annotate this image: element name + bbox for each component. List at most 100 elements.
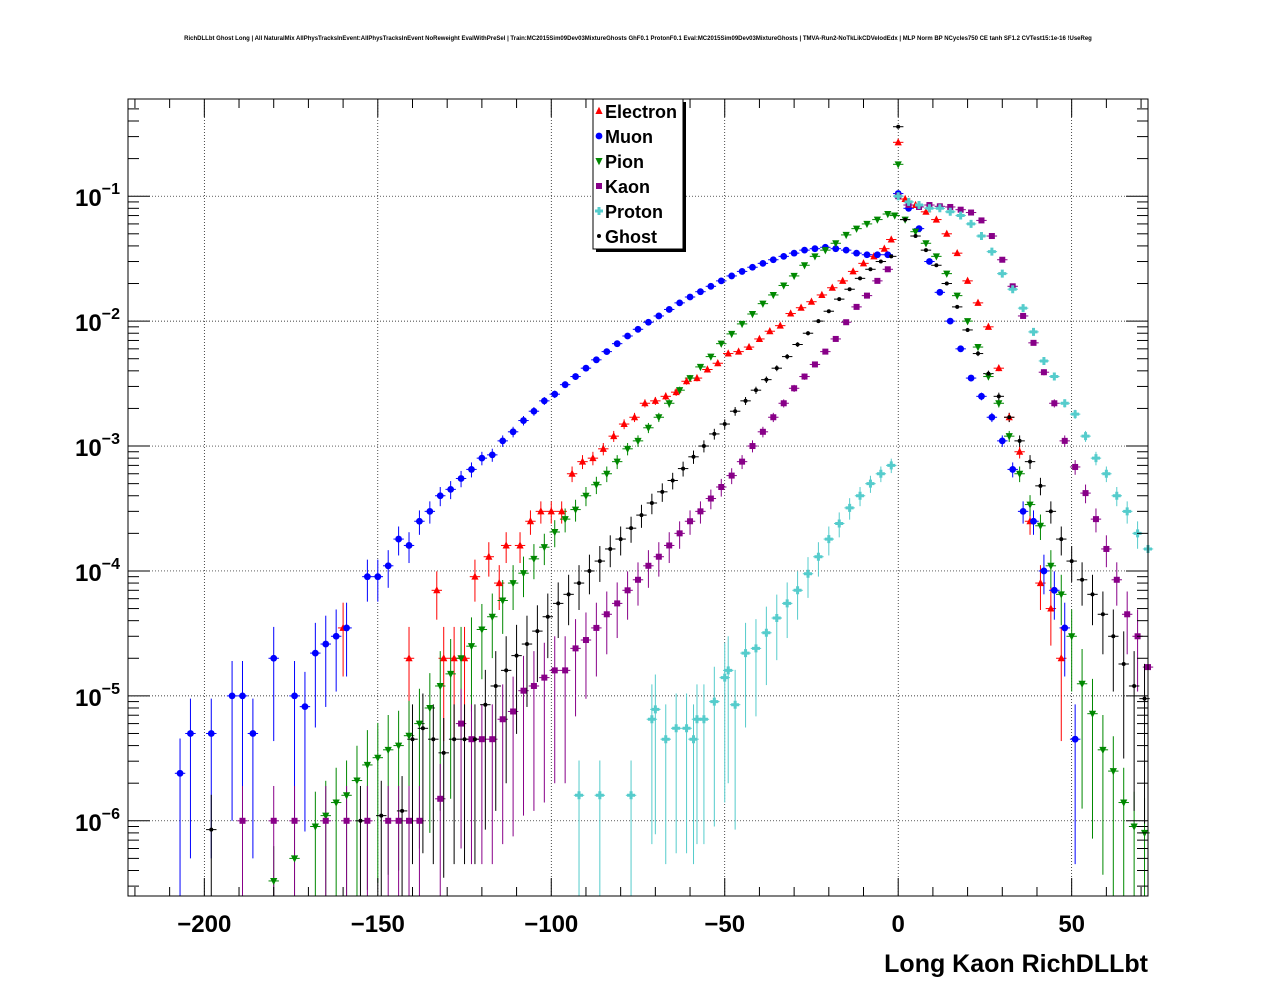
proton-point [845, 503, 854, 512]
muon-point [728, 272, 736, 280]
proton-point [731, 700, 740, 709]
ghost-point [934, 263, 939, 268]
pion-point [738, 320, 746, 329]
ghost-point [587, 568, 592, 573]
ghost-point [923, 248, 928, 253]
legend-box [592, 98, 684, 250]
pion-point [384, 746, 392, 755]
pion-point [1036, 522, 1045, 530]
pion-point [561, 516, 569, 524]
muon-point [936, 288, 944, 296]
kaon-point [874, 277, 881, 284]
ghost-point [483, 702, 488, 707]
kaon-point [718, 484, 725, 491]
pion-point [995, 400, 1003, 408]
kaon-point [1030, 339, 1037, 346]
muon-point [759, 259, 767, 267]
pion-point [415, 720, 424, 728]
electron-point [766, 327, 774, 335]
kaon-point [322, 817, 329, 824]
pion-point [800, 262, 809, 270]
ghost-point [441, 750, 446, 755]
pion-point [603, 470, 611, 478]
muon-point [1061, 624, 1069, 632]
kaon-point [822, 348, 829, 355]
electron-point [1016, 447, 1024, 455]
ghost-point [400, 808, 405, 813]
kaon-point [863, 292, 870, 299]
proton-point [856, 491, 865, 500]
electron-point [682, 377, 691, 385]
pion-point [551, 529, 559, 537]
kaon-legend-marker [596, 183, 602, 189]
pion-point [894, 161, 902, 169]
kaon-point [541, 674, 548, 681]
electron-point [880, 244, 888, 252]
muon-point [207, 730, 215, 737]
muon-point [697, 288, 704, 296]
proton-point [647, 715, 656, 724]
muon-point [572, 373, 579, 380]
pion-point [582, 492, 590, 500]
proton-point [1019, 304, 1028, 313]
ghost-point [896, 124, 901, 129]
electron-point [963, 276, 972, 284]
ghost-point [1100, 612, 1105, 617]
electron-point [460, 654, 469, 662]
proton-point [692, 715, 701, 724]
electron-point [630, 413, 639, 421]
electron-point [755, 334, 764, 342]
electron-point [703, 365, 711, 373]
kaon-point [697, 508, 704, 515]
kaon-point [1040, 369, 1047, 376]
kaon-point [291, 817, 298, 824]
ghost-point [1090, 592, 1095, 597]
muon-point [967, 374, 975, 382]
ghost-point [629, 526, 634, 531]
y-tick-label: 10−5 [75, 681, 120, 712]
muon-point [998, 437, 1006, 445]
ghost-point [955, 304, 960, 309]
ghost-point [452, 737, 457, 742]
ghost-point [608, 546, 613, 551]
kaon-point [687, 518, 694, 525]
kaon-point [395, 817, 402, 824]
ghost-point [1028, 459, 1033, 464]
ghost-point [1048, 509, 1053, 514]
pion-point [457, 655, 465, 663]
ghost-point [1111, 634, 1116, 639]
muon-point [384, 562, 392, 570]
muon-point [468, 466, 475, 473]
muon-point [311, 649, 319, 657]
proton-point [672, 724, 681, 733]
ghost-point [209, 827, 214, 832]
ghost-point [944, 281, 949, 286]
pion-point [1005, 433, 1013, 441]
pion-point [509, 580, 517, 588]
pion-point [963, 318, 972, 326]
pion-point [953, 292, 961, 300]
ghost-point [577, 581, 582, 586]
ghost-point [847, 287, 852, 292]
muon-point [603, 348, 611, 356]
pion-point [290, 855, 299, 863]
proton-point [710, 697, 719, 706]
kaon-point [645, 562, 652, 569]
kaon-point [853, 303, 860, 310]
pion-point [363, 761, 371, 770]
muon-point [988, 413, 996, 421]
ghost-point [1080, 577, 1085, 582]
pion-point [911, 228, 920, 236]
muon-point [228, 692, 236, 700]
muon-point [1050, 586, 1058, 594]
electron-point [894, 138, 902, 146]
pion-point [842, 231, 850, 240]
electron-point [887, 235, 895, 243]
pion-point [623, 445, 632, 454]
pion-point [821, 247, 829, 255]
proton-point [987, 247, 996, 256]
proton-point [915, 201, 924, 210]
x-tick-label: −200 [177, 911, 231, 938]
proton-point [998, 269, 1007, 278]
pion-point [519, 570, 528, 578]
